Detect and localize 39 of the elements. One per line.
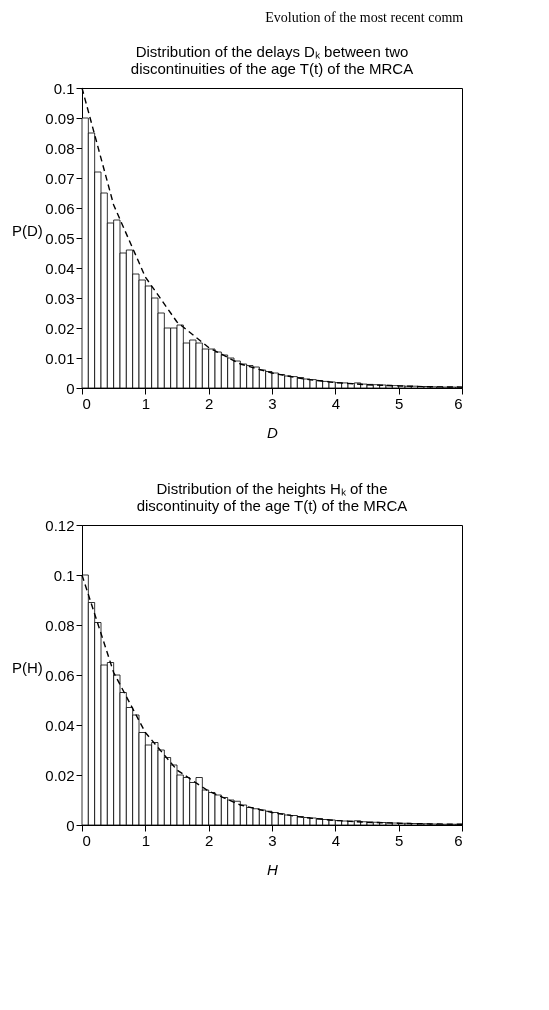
x-tick-label: 6 — [454, 394, 463, 412]
x-tick-label: 1 — [141, 831, 151, 849]
x-axis-title: D — [267, 423, 279, 441]
y-tick-label: 0.02 — [45, 319, 75, 337]
x-axis-title: H — [267, 860, 279, 878]
y-axis-title: P(D) — [11, 221, 43, 239]
y-axis-title: P(H) — [11, 658, 43, 676]
y-tick-label: 0.02 — [45, 766, 75, 784]
x-tick-label: 5 — [394, 394, 404, 412]
chart-title: Distribution of the heights Hₖ of the discontinuity of the age T(t) of the MRCA — [136, 480, 408, 514]
y-tick-label: 0.09 — [45, 109, 75, 127]
chart-title: Distribution of the delays Dₖ between two discontinuities of the age T(t) of the MRCA — [130, 43, 414, 77]
text: Evolution of the most recent comm — [265, 9, 464, 25]
y-tick-label: 0.07 — [45, 169, 75, 187]
y-tick-label: 0 — [66, 816, 75, 834]
x-tick-label: 5 — [394, 831, 404, 849]
y-tick-label: 0.08 — [45, 616, 75, 634]
y-tick-label: 0.05 — [45, 229, 75, 247]
y-tick-label: 0.1 — [53, 79, 75, 97]
y-tick-label: 0.03 — [45, 289, 75, 307]
x-tick-label: 2 — [204, 394, 214, 412]
x-tick-label: 3 — [268, 394, 277, 412]
x-tick-label: 4 — [331, 831, 341, 849]
x-tick-label: 0 — [82, 831, 91, 849]
x-tick-label: 3 — [268, 831, 277, 849]
y-tick-label: 0.08 — [45, 139, 75, 157]
x-tick-label: 6 — [454, 831, 463, 849]
x-tick-label: 1 — [141, 394, 151, 412]
y-tick-label: 0.12 — [45, 516, 75, 534]
y-tick-label: 0.04 — [45, 716, 75, 734]
y-tick-label: 0.06 — [45, 666, 75, 684]
x-tick-label: 4 — [331, 394, 341, 412]
y-tick-label: 0 — [66, 379, 75, 397]
y-tick-label: 0.04 — [45, 259, 75, 277]
y-tick-label: 0.06 — [45, 199, 75, 217]
y-tick-label: 0.01 — [45, 349, 75, 367]
x-tick-label: 0 — [82, 394, 91, 412]
y-tick-label: 0.1 — [53, 566, 75, 584]
x-tick-label: 2 — [204, 831, 214, 849]
